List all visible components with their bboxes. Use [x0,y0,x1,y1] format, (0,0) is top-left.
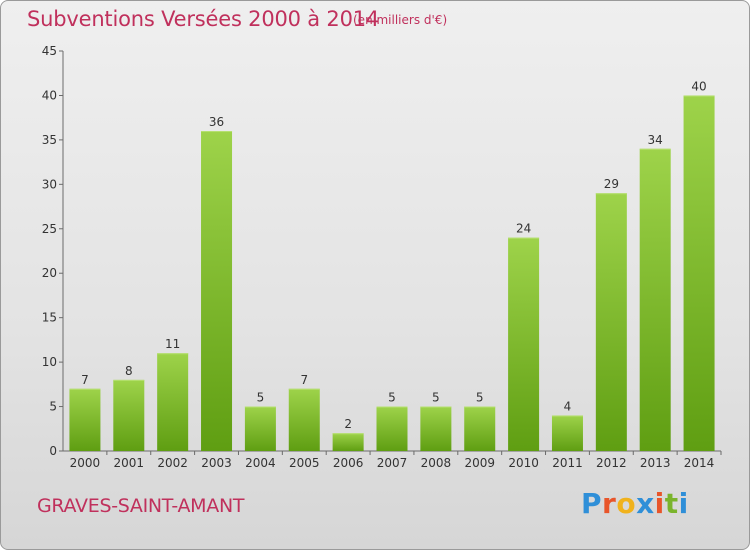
bar [551,415,583,451]
bar [595,193,627,451]
x-tick-label: 2012 [596,456,627,470]
bar [157,353,189,451]
x-tick-label: 2003 [201,456,232,470]
bar-value-label: 36 [209,115,224,129]
bar [639,148,671,451]
chart-title: Subventions Versées 2000 à 2014 [27,7,380,31]
x-tick-label: 2004 [245,456,276,470]
bar [683,95,715,451]
x-tick-label: 2010 [508,456,539,470]
logo-letter: o [616,487,637,520]
x-tick-label: 2001 [114,456,145,470]
proxiti-logo: Proxiti [581,487,689,520]
bar [420,406,452,451]
logo-letter: x [636,487,655,520]
bar [201,131,233,451]
y-tick-label: 0 [49,444,57,458]
bar-value-label: 5 [432,391,440,405]
y-tick-label: 40 [42,88,57,102]
chart-bars [69,95,715,451]
x-tick-label: 2000 [70,456,101,470]
bar-value-label: 5 [388,391,396,405]
y-tick-label: 45 [42,44,57,58]
x-tick-label: 2014 [684,456,715,470]
bar-value-label: 5 [476,391,484,405]
commune-name: GRAVES-SAINT-AMANT [37,495,245,517]
bar [288,388,320,451]
x-tick-label: 2007 [377,456,408,470]
chart-data-labels: 7 8 11 36 5 7 2 5 5 5 24 4 29 34 40 [81,79,707,431]
bar [69,388,101,451]
y-tick-label: 35 [42,133,57,147]
x-tick-label: 2002 [157,456,188,470]
bar-value-label: 40 [691,79,706,93]
x-tick-label: 2006 [333,456,364,470]
x-tick-label: 2011 [552,456,583,470]
y-tick-label: 5 [49,400,57,414]
bar-value-label: 5 [257,391,265,405]
y-tick-label: 25 [42,222,57,236]
bar-value-label: 24 [516,222,531,236]
bar-value-label: 34 [648,133,663,147]
bar [332,433,364,451]
x-tick-label: 2008 [421,456,452,470]
bar-value-label: 2 [344,417,352,431]
bar [464,406,496,451]
bar-value-label: 7 [300,373,308,387]
bar-value-label: 7 [81,373,89,387]
bar-value-label: 4 [564,399,572,413]
bar [376,406,408,451]
y-tick-label: 30 [42,177,57,191]
logo-letter: P [581,487,603,520]
chart-subtitle: (en milliers d'€) [353,13,448,27]
logo-letter: i [654,487,665,520]
logo-letter: r [602,487,617,520]
bar [508,237,540,451]
bar [244,406,276,451]
x-tick-label: 2013 [640,456,671,470]
bar [113,379,145,451]
bar-value-label: 8 [125,364,133,378]
logo-letter: t [664,487,679,520]
logo-letter: i [678,487,689,520]
y-tick-label: 20 [42,266,57,280]
bar-value-label: 29 [604,177,619,191]
x-tick-label: 2009 [464,456,495,470]
y-tick-label: 15 [42,311,57,325]
x-tick-label: 2005 [289,456,320,470]
bar-value-label: 11 [165,337,180,351]
y-tick-label: 10 [42,355,57,369]
